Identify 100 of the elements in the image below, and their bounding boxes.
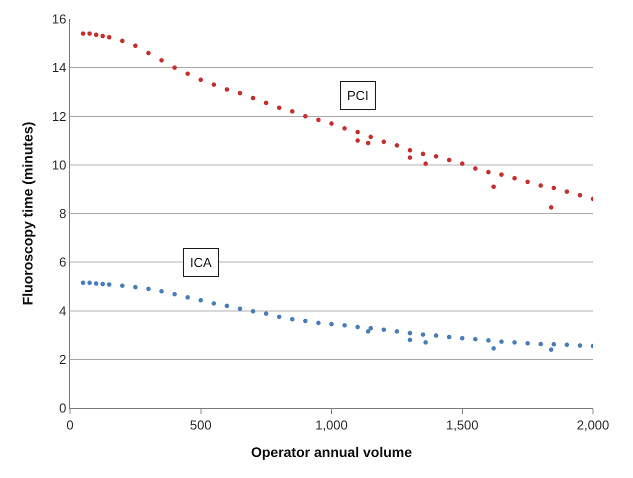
point (276, 314, 282, 320)
y-tick-label: 0 (59, 400, 66, 416)
point (382, 140, 386, 144)
point (473, 166, 478, 171)
point (87, 31, 92, 36)
point (185, 71, 190, 76)
point (106, 34, 112, 40)
point (212, 301, 216, 306)
point (250, 96, 256, 100)
point (486, 170, 491, 174)
point (423, 340, 428, 345)
point (446, 158, 452, 162)
y-tick-label: 4 (59, 303, 66, 318)
point (499, 339, 504, 344)
x-tick-label: 1,000 (315, 418, 348, 433)
point (133, 284, 138, 290)
point (355, 324, 360, 330)
y-axis-title: Fluoroscopy time (minutes) (20, 122, 36, 306)
point (394, 143, 400, 148)
y-tick-label: 16 (52, 12, 66, 27)
point (133, 43, 138, 48)
point (512, 340, 517, 345)
point (564, 342, 570, 348)
point (94, 32, 98, 38)
point (486, 338, 491, 343)
point (80, 280, 86, 286)
point (342, 126, 347, 131)
point (355, 130, 360, 134)
point (552, 186, 556, 190)
point (303, 114, 308, 118)
point (329, 322, 334, 326)
point (408, 155, 412, 160)
point (408, 338, 412, 342)
y-tick-label: 2 (59, 352, 66, 367)
point (238, 306, 242, 312)
point (264, 100, 268, 106)
y-tick-label: 6 (59, 254, 66, 270)
point (316, 118, 321, 122)
y-tick-label: 14 (52, 60, 66, 76)
point (316, 320, 321, 326)
point (473, 336, 478, 342)
point (446, 334, 452, 340)
x-axis-title: Operator annual volume (250, 444, 412, 460)
point (212, 82, 216, 87)
x-tick-label: 500 (190, 418, 212, 433)
point (198, 78, 203, 82)
point (159, 58, 164, 63)
point (342, 323, 347, 328)
point (368, 326, 373, 331)
x-tick-label: 2,000 (576, 418, 610, 433)
point (172, 65, 177, 70)
point (106, 282, 112, 287)
point (420, 332, 426, 337)
point (548, 347, 554, 352)
point (368, 134, 373, 140)
point (548, 205, 554, 210)
point (491, 346, 496, 351)
point (460, 336, 464, 340)
point (382, 327, 386, 332)
point (366, 140, 370, 146)
series-label: ICA (190, 255, 212, 270)
point (276, 105, 282, 110)
point (564, 189, 570, 194)
point (552, 342, 556, 347)
point (146, 50, 151, 56)
point (394, 329, 400, 334)
point (434, 333, 438, 338)
point (460, 161, 464, 166)
point (120, 283, 125, 288)
point (264, 311, 268, 316)
point (290, 317, 295, 322)
point (525, 341, 530, 346)
point (80, 31, 86, 36)
point (538, 183, 543, 188)
point (355, 138, 360, 143)
point (120, 38, 125, 44)
y-tick-label: 12 (52, 108, 66, 124)
point (159, 289, 164, 294)
point (423, 161, 428, 166)
point (525, 180, 530, 184)
point (100, 34, 105, 38)
point (172, 292, 177, 296)
point (290, 109, 295, 114)
point (491, 184, 496, 190)
x-tick-label: 1,500 (446, 418, 479, 433)
point (512, 176, 517, 180)
point (100, 282, 105, 286)
point (238, 90, 242, 96)
series-label: PCI (347, 88, 369, 103)
point (578, 343, 582, 348)
point (303, 318, 308, 324)
point (224, 304, 230, 308)
point (94, 281, 98, 286)
point (224, 87, 230, 92)
point (329, 121, 334, 126)
point (578, 193, 582, 198)
point (366, 329, 370, 334)
point (408, 330, 412, 336)
point (185, 295, 190, 300)
point (250, 308, 256, 314)
